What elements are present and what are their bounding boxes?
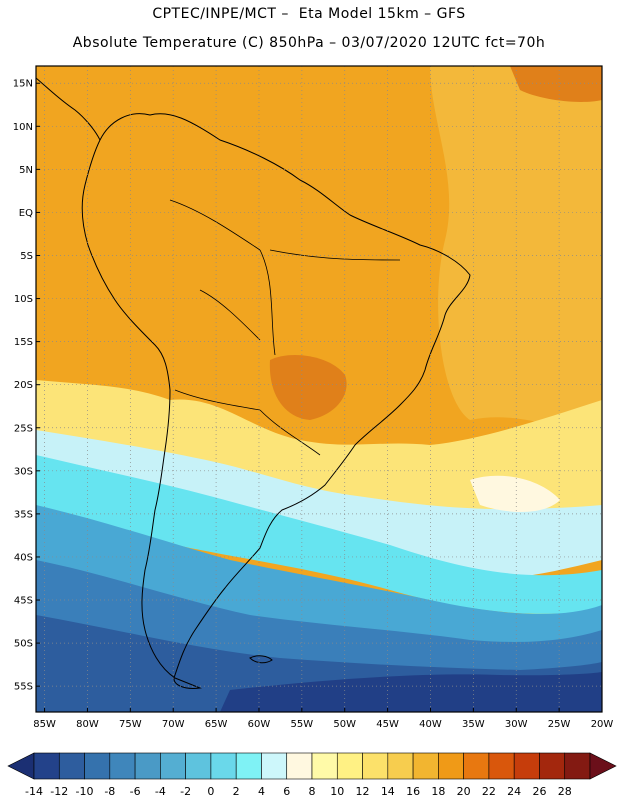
field-hot-interior — [269, 355, 347, 420]
lon-tick-label: 20W — [591, 719, 614, 730]
colorbar-label: 12 — [356, 785, 370, 798]
colorbar-swatch — [235, 752, 262, 780]
map-title-line-1: CPTEC/INPE/MCT – Eta Model 15km – GFS — [152, 6, 466, 22]
colorbar-swatch — [286, 752, 313, 780]
lon-tick-label: 50W — [333, 719, 356, 730]
colorbar-swatch — [134, 752, 161, 780]
colorbar-label: 18 — [431, 785, 445, 798]
field-hot-caribbean — [510, 66, 602, 102]
lat-tick-label: 10S — [14, 294, 33, 305]
central-america-coastline — [36, 77, 101, 141]
colorbar-swatch — [58, 752, 85, 780]
colorbar-swatch — [438, 752, 464, 780]
colorbar-label: -6 — [130, 785, 141, 798]
lon-tick-label: 80W — [76, 719, 99, 730]
field-cool-band — [36, 430, 602, 580]
colorbar-label: 6 — [283, 785, 290, 798]
lon-tick-label: 75W — [119, 719, 142, 730]
colorbar-swatch — [84, 752, 111, 780]
colorbar-label: 2 — [233, 785, 240, 798]
colorbar-label: -10 — [76, 785, 94, 798]
colorbar-swatch — [564, 752, 591, 780]
colorbar-label: 14 — [381, 785, 395, 798]
coastline-outline — [36, 77, 471, 689]
lon-tick-label: 70W — [162, 719, 185, 730]
colorbar-swatch — [109, 752, 136, 780]
lat-tick-label: 45S — [14, 596, 33, 607]
longitude-axis-labels: 85W 80W 75W 70W 65W 60W 55W 50W 45W 40W 35W 30W 25W 2… — [33, 708, 613, 730]
colorbar-swatch — [463, 752, 490, 780]
lat-tick-label: 20S — [14, 380, 33, 391]
colorbar-label: -14 — [25, 785, 43, 798]
colorbar-swatch — [513, 752, 540, 780]
plot-frame — [35, 65, 603, 713]
field-cyan-band — [36, 455, 602, 614]
lat-tick-label: 15S — [14, 337, 33, 348]
colorbar-label: 0 — [207, 785, 214, 798]
field-deep-south — [220, 672, 602, 712]
colorbar-underflow-arrow — [7, 752, 35, 780]
colorbar: -14 -12 -10 -8 -6 -4 -2 0 2 4 6 8 10 12 14 16 18 20 22 24 26… — [7, 752, 617, 798]
colorbar-swatch — [160, 752, 186, 780]
lon-tick-label: 60W — [248, 719, 271, 730]
lat-tick-label: 15N — [13, 79, 33, 90]
colorbar-swatch — [362, 752, 389, 780]
colorbar-label: 16 — [406, 785, 420, 798]
lat-tick-label: 40S — [14, 552, 33, 563]
latitude-axis-labels: 15N 10N 5N EQ 5S 10S 15S 20S 25S 30S 35S 40S 45S 50S 5… — [13, 79, 40, 693]
lon-tick-label: 35W — [462, 719, 485, 730]
lon-tick-label: 30W — [505, 719, 528, 730]
south-america-coastline — [81, 113, 471, 689]
colorbar-swatch — [387, 752, 414, 780]
colorbar-label: 4 — [258, 785, 265, 798]
colorbar-swatch — [210, 752, 237, 780]
lon-tick-label: 85W — [33, 719, 56, 730]
lat-tick-label: 25S — [14, 423, 33, 434]
lat-tick-label: 55S — [14, 682, 33, 693]
colorbar-swatch — [33, 752, 60, 780]
colorbar-label: 24 — [507, 785, 521, 798]
colorbar-label: 26 — [532, 785, 546, 798]
lat-tick-label: EQ — [19, 208, 33, 219]
lat-tick-label: 30S — [14, 466, 33, 477]
lon-tick-label: 40W — [419, 719, 442, 730]
country-borders — [169, 199, 401, 456]
colorbar-swatch — [488, 752, 515, 780]
falklands-outline — [249, 655, 273, 664]
colorbar-label: -2 — [180, 785, 191, 798]
lat-tick-label: 5S — [20, 251, 33, 262]
colorbar-swatch — [539, 752, 566, 780]
colorbar-label: 20 — [457, 785, 471, 798]
temperature-field — [36, 66, 602, 712]
lat-tick-label: 5N — [19, 165, 33, 176]
colorbar-overflow-arrow — [589, 752, 617, 780]
colorbar-label: -12 — [50, 785, 68, 798]
lon-tick-label: 55W — [291, 719, 314, 730]
colorbar-label: 10 — [330, 785, 344, 798]
map-title-line-2: Absolute Temperature (C) 850hPa – 03/07/… — [72, 35, 546, 51]
colorbar-swatch — [311, 752, 338, 780]
colorbar-label: 28 — [558, 785, 572, 798]
colorbar-swatch — [412, 752, 439, 780]
field-mild-belt — [36, 380, 602, 527]
colorbar-swatch — [261, 752, 288, 780]
colorbar-swatch — [185, 752, 212, 780]
lat-tick-label: 10N — [13, 122, 33, 133]
lon-tick-label: 65W — [205, 719, 228, 730]
lon-tick-label: 45W — [376, 719, 399, 730]
colorbar-label: -4 — [155, 785, 166, 798]
lat-tick-label: 35S — [14, 509, 33, 520]
lon-tick-label: 25W — [548, 719, 571, 730]
colorbar-swatch — [336, 752, 363, 780]
lat-tick-label: 50S — [14, 639, 33, 650]
colorbar-label: -8 — [104, 785, 115, 798]
colorbar-label: 8 — [309, 785, 316, 798]
field-pale-pocket — [470, 475, 560, 512]
colorbar-label: 22 — [482, 785, 496, 798]
